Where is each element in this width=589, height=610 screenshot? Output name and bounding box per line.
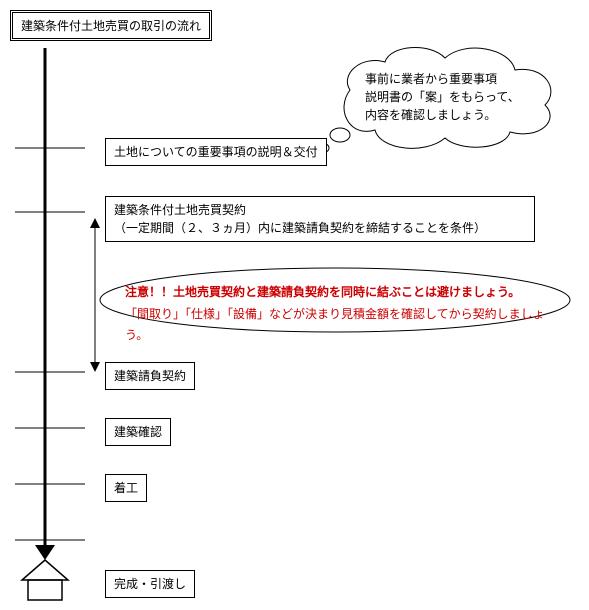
span-arrow-bottom (90, 362, 100, 372)
warning-block: 注意！！土地売買契約と建築請負契約を同時に結ぶことは避けましょう。 「間取り」「… (125, 282, 555, 347)
step-box-6: 完成・引渡し (105, 570, 195, 598)
warning-sub: 「間取り」「仕様」「設備」などが決まり見積金額を確認してから契約しましょう。 (125, 304, 555, 347)
step-5-text: 着工 (114, 481, 138, 495)
step-1-text: 土地についての重要事項の説明＆交付 (114, 145, 318, 159)
step-box-5: 着工 (105, 474, 147, 502)
warning-title: 注意！！土地売買契約と建築請負契約を同時に結ぶことは避けましょう。 (125, 282, 555, 304)
house-icon (22, 560, 68, 600)
step-box-2: 建築条件付土地売買契約 （一定期間（２、３ヵ月）内に建築請負契約を締結することを… (105, 196, 535, 242)
diagram-canvas: 建築条件付土地売買の取引の流れ 事前に業者 (0, 0, 589, 610)
step-box-1: 土地についての重要事項の説明＆交付 (105, 138, 327, 166)
step-box-4: 建築確認 (105, 418, 171, 446)
step-2-line2: （一定期間（２、３ヵ月）内に建築請負契約を締結することを条件） (114, 219, 526, 237)
cloud-line1: 事前に業者から重要事項 (365, 70, 540, 88)
cloud-text: 事前に業者から重要事項 説明書の「案」をもらって、 内容を確認しましょう。 (365, 70, 540, 124)
timeline-arrowhead (35, 545, 55, 560)
span-arrow-top (90, 218, 100, 228)
step-6-text: 完成・引渡し (114, 577, 186, 591)
step-box-3: 建築請負契約 (105, 362, 195, 390)
step-3-text: 建築請負契約 (114, 369, 186, 383)
step-4-text: 建築確認 (114, 425, 162, 439)
cloud-line2: 説明書の「案」をもらって、 (365, 88, 540, 106)
step-2-line1: 建築条件付土地売買契約 (114, 201, 526, 219)
cloud-line3: 内容を確認しましょう。 (365, 106, 540, 124)
